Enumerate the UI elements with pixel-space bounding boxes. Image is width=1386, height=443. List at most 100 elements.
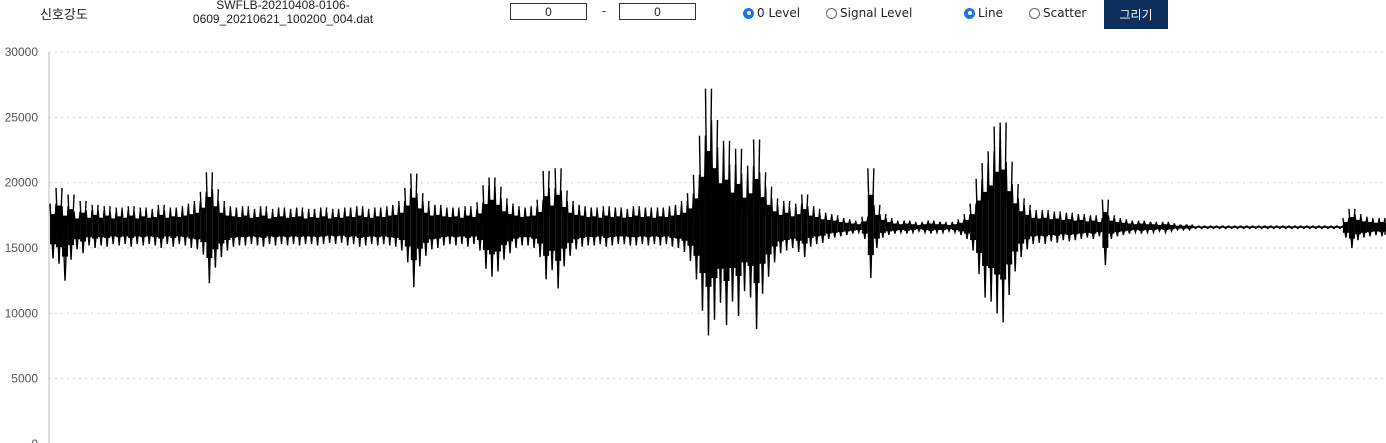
waveform-envelope [1006, 191, 1013, 265]
waveform-envelope [1078, 219, 1085, 234]
waveform-envelope [242, 215, 249, 238]
waveform-envelope [164, 217, 171, 237]
zero-level-radio-indicator[interactable] [743, 7, 754, 19]
waveform-envelope [837, 222, 844, 233]
waveform-envelope [1192, 226, 1199, 228]
range-to-input[interactable] [619, 3, 696, 20]
waveform-envelope [621, 217, 628, 237]
waveform-envelope [152, 217, 159, 238]
y-tick-label: 30000 [5, 45, 39, 59]
waveform-envelope [326, 218, 333, 236]
waveform-envelope [1258, 226, 1265, 228]
waveform-envelope [897, 224, 904, 230]
waveform-envelope [206, 196, 213, 258]
waveform-envelope [422, 212, 429, 243]
toolbar: 신호강도 SWFLB-20210408-0106- 0609_20210621_… [0, 0, 1386, 32]
waveform-envelope [681, 212, 688, 241]
waveform-envelope [452, 216, 459, 238]
waveform-envelope [104, 215, 111, 238]
waveform-envelope [561, 206, 568, 249]
waveform-envelope [56, 205, 63, 248]
waveform-envelope [1000, 169, 1007, 280]
zero-level-label: 0 Level [757, 6, 801, 20]
waveform-envelope [398, 212, 405, 241]
waveform-envelope [771, 211, 778, 247]
waveform-envelope [1360, 221, 1367, 233]
waveform-envelope [1348, 217, 1355, 239]
waveform-envelope [272, 217, 279, 238]
waveform-envelope [573, 214, 580, 240]
waveform-envelope [290, 217, 297, 237]
waveform-envelope [1156, 224, 1163, 230]
waveform-envelope [92, 214, 99, 239]
waveform-envelope [603, 215, 610, 238]
scatter-radio[interactable]: Scatter [1029, 6, 1086, 20]
waveform-envelope [946, 224, 953, 230]
signal-level-radio-indicator[interactable] [826, 7, 837, 19]
draw-button[interactable]: 그리기 [1104, 0, 1168, 29]
waveform-envelope [1306, 226, 1313, 228]
grid-lines [49, 51, 1386, 380]
y-tick-label: 0 [31, 437, 38, 443]
waveform-envelope [777, 214, 784, 242]
waveform-envelope [657, 216, 664, 238]
waveform-envelope [507, 214, 514, 242]
waveform-envelope [254, 217, 261, 238]
waveform-envelope [1282, 226, 1289, 228]
range-from-input[interactable] [510, 3, 587, 20]
scatter-radio-indicator[interactable] [1029, 7, 1040, 19]
line-radio-indicator[interactable] [964, 7, 975, 19]
waveform-envelope [729, 192, 736, 269]
waveform-envelope [374, 216, 381, 238]
waveform-envelope [50, 214, 57, 245]
waveform-envelope [1198, 226, 1205, 228]
waveform-envelope [1216, 226, 1223, 228]
waveform-envelope [368, 217, 375, 237]
waveform-envelope [1246, 226, 1253, 228]
waveform-envelope [1036, 218, 1043, 236]
waveform-envelope [531, 215, 538, 239]
waveform-envelope [68, 209, 75, 246]
waveform-envelope [783, 212, 790, 241]
waveform-envelope [284, 217, 291, 238]
waveform-envelope [182, 215, 189, 238]
waveform-envelope [230, 216, 237, 238]
waveform-envelope [495, 204, 502, 252]
waveform-envelope [308, 217, 315, 237]
waveform-envelope [392, 214, 399, 238]
waveform-envelope [80, 212, 87, 242]
waveform-envelope [1018, 211, 1025, 244]
signal-level-label: Signal Level [840, 6, 913, 20]
waveform-envelope [410, 197, 417, 261]
waveform-envelope [236, 217, 243, 238]
waveform-envelope [711, 168, 718, 279]
waveform-envelope [1108, 220, 1115, 234]
waveform-envelope [567, 212, 574, 243]
waveform-envelope [176, 217, 183, 237]
waveform-envelope [134, 218, 141, 237]
waveform-envelope [1288, 226, 1295, 228]
waveform-envelope [1144, 224, 1151, 230]
waveform-envelope [519, 217, 526, 238]
waveform-envelope [753, 178, 760, 284]
waveform-envelope [970, 214, 977, 241]
signal-level-radio[interactable]: Signal Level [826, 6, 912, 20]
waveform-envelope [350, 217, 357, 237]
waveform-envelope [867, 194, 874, 256]
waveform-envelope [1114, 222, 1121, 233]
waveform-envelope [482, 204, 489, 251]
waveform-envelope [260, 215, 267, 238]
waveform-envelope [1066, 219, 1073, 235]
waveform-envelope [982, 191, 989, 266]
waveform-envelope [873, 214, 880, 239]
waveform-envelope [1354, 219, 1361, 235]
waveform-envelope [380, 217, 387, 237]
waveform-envelope [62, 215, 69, 257]
waveform-envelope [320, 216, 327, 237]
waveform-envelope [1084, 221, 1091, 233]
waveform-envelope [278, 216, 285, 237]
line-radio[interactable]: Line [964, 6, 1003, 20]
waveform-envelope [1264, 226, 1271, 228]
waveform-envelope [476, 213, 483, 241]
zero-level-radio[interactable]: 0 Level [743, 6, 800, 20]
